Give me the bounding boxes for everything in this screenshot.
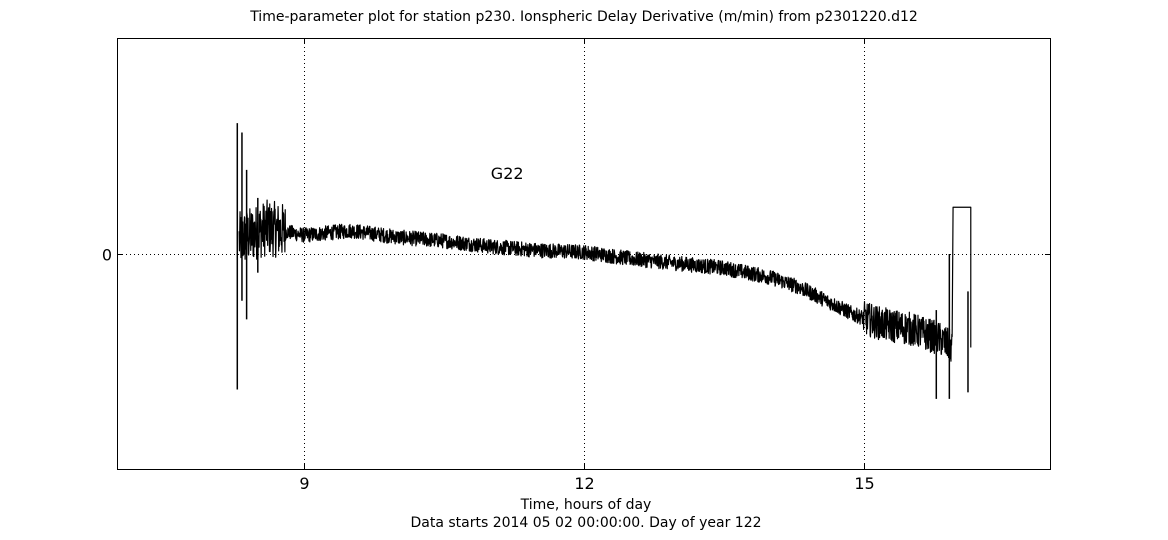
- axis-ticks: 9 12 15 0: [102, 39, 1050, 493]
- x-tick-label: 15: [854, 474, 874, 493]
- x-axis-label: Time, hours of day Data starts 2014 05 0…: [0, 496, 1168, 532]
- plot-area-frame: [117, 38, 1051, 470]
- chart-title: Time-parameter plot for station p230. Io…: [250, 9, 918, 25]
- x-tick-label: 9: [299, 474, 309, 493]
- x-axis-label-line1: Time, hours of day: [520, 497, 652, 513]
- series-group: [236, 123, 972, 399]
- x-axis-label-line2: Data starts 2014 05 02 00:00:00. Day of …: [410, 515, 762, 531]
- grid-lines: [118, 39, 1050, 469]
- satellite-annotation: G22: [491, 164, 524, 183]
- x-tick-label: 12: [574, 474, 594, 493]
- series-line-g22: [238, 199, 972, 362]
- y-tick-label: 0: [102, 246, 112, 265]
